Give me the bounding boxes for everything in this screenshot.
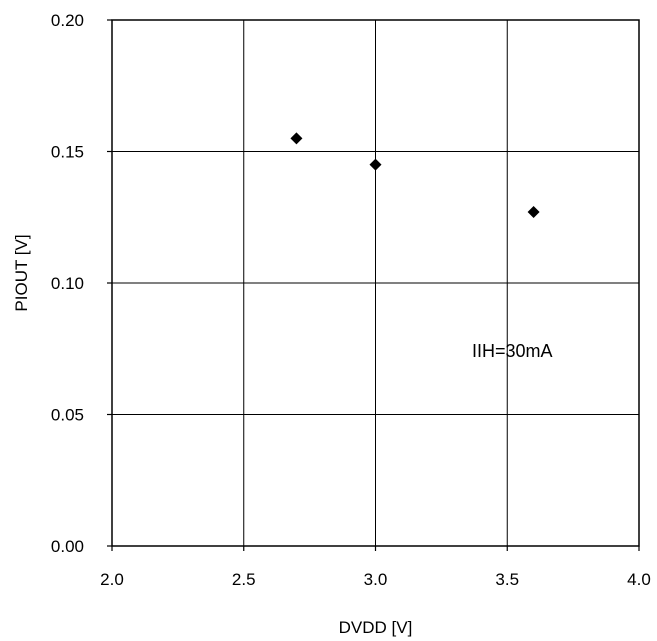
y-tick-label: 0.20 [51, 11, 84, 30]
y-tick-label: 0.15 [51, 143, 84, 162]
y-tick-label: 0.10 [51, 274, 84, 293]
data-point-diamond [369, 158, 382, 171]
y-axis-ticks: 0.00 0.05 0.10 0.15 0.20 [51, 11, 112, 556]
data-point-diamond [527, 205, 540, 218]
grid-lines [112, 20, 639, 546]
x-axis-title: DVDD [V] [339, 618, 413, 637]
x-tick-label: 2.5 [232, 570, 256, 589]
x-tick-label: 4.0 [627, 570, 651, 589]
data-points [290, 132, 540, 218]
x-axis-ticks: 2.0 2.5 3.0 3.5 4.0 [100, 546, 651, 589]
y-axis-title: PIOUT [V] [12, 234, 31, 311]
y-tick-label: 0.05 [51, 406, 84, 425]
x-tick-label: 3.0 [364, 570, 388, 589]
data-point-diamond [290, 132, 303, 145]
annotation-label: IIH=30mA [472, 341, 553, 361]
x-tick-label: 3.5 [495, 570, 519, 589]
x-tick-label: 2.0 [100, 570, 124, 589]
y-tick-label: 0.00 [51, 537, 84, 556]
